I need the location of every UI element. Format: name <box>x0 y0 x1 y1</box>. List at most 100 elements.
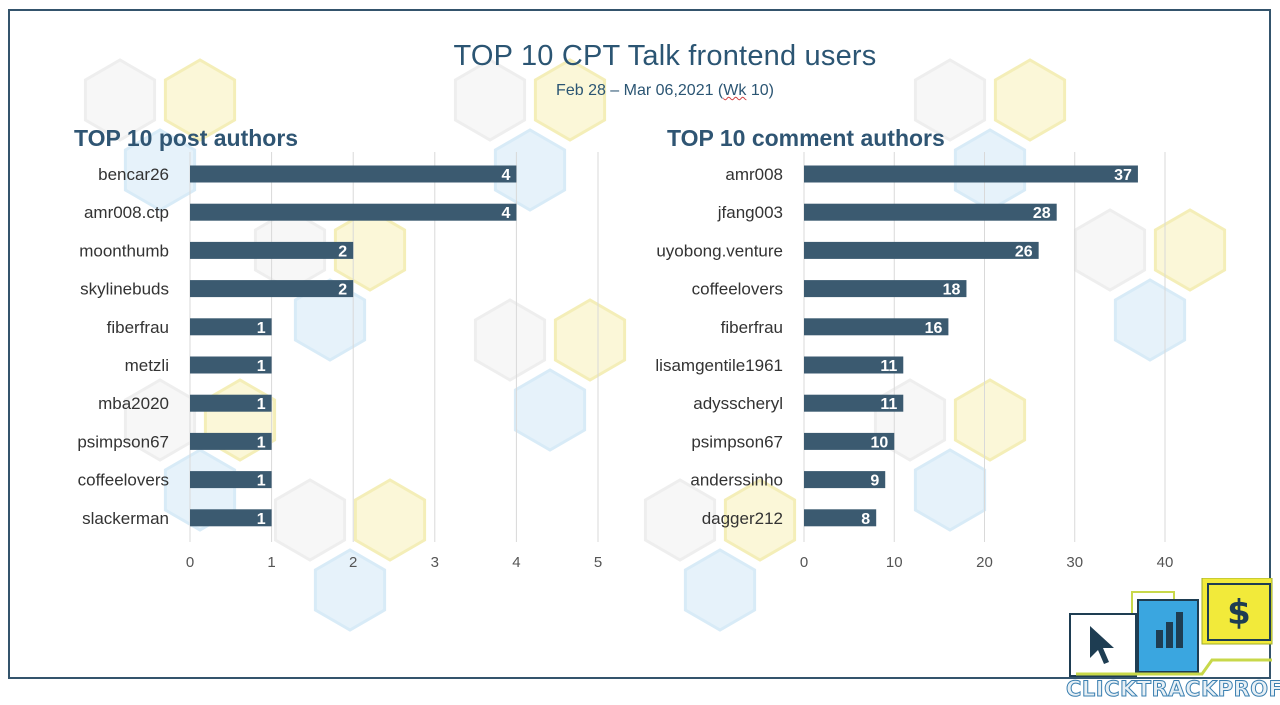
watermark-hexagon <box>353 478 427 562</box>
data-label: 9 <box>870 473 879 490</box>
data-label: 4 <box>501 167 510 184</box>
bar-chart-icon <box>1156 612 1183 648</box>
category-label: lisamgentile1961 <box>655 356 783 375</box>
bar <box>804 203 1057 221</box>
data-label: 18 <box>943 282 961 299</box>
x-tick-label: 2 <box>349 554 357 571</box>
watermark-hexagon <box>1153 208 1227 292</box>
category-label: fiberfrau <box>107 318 169 337</box>
bar <box>190 165 517 183</box>
subtitle-week: Wk <box>723 82 747 99</box>
data-label: 1 <box>257 320 266 337</box>
category-label: fiberfrau <box>721 318 783 337</box>
watermark-hexagon <box>723 478 797 562</box>
data-label: 1 <box>257 358 266 375</box>
watermark-hexagon <box>553 298 627 382</box>
watermark-hexagon <box>493 128 567 212</box>
bar <box>190 471 272 489</box>
clicktrackprofit-logo: $ <box>1069 578 1273 677</box>
bar <box>190 241 354 259</box>
x-tick-label: 1 <box>267 554 275 571</box>
data-label: 1 <box>257 434 266 451</box>
watermark-hexagon <box>83 58 157 142</box>
data-label: 4 <box>501 205 510 222</box>
bar <box>804 509 877 527</box>
watermark-hexagon <box>473 298 547 382</box>
data-label: 1 <box>257 396 266 413</box>
bar <box>190 432 272 450</box>
category-label: coffeelovers <box>78 471 169 490</box>
category-label: uyobong.venture <box>656 241 783 260</box>
bar <box>804 165 1138 183</box>
category-label: psimpson67 <box>691 432 783 451</box>
page-subtitle: Feb 28 – Mar 06,2021 (Wk 10) <box>0 82 1280 100</box>
watermark-hexagon <box>453 58 527 142</box>
bar <box>804 241 1039 259</box>
post-authors-bar-chart: 0 1 2 3 4 5 bencar26 4 amr008.ctp 4 moonthumb 2 skyl… <box>77 152 602 571</box>
category-label: metzli <box>125 356 169 375</box>
x-tick-label: 40 <box>1157 554 1174 571</box>
bar <box>190 394 272 412</box>
bar <box>804 432 895 450</box>
x-tick-label: 30 <box>1066 554 1083 571</box>
category-label: skylinebuds <box>80 280 169 299</box>
watermark-hexagon <box>273 478 347 562</box>
logo-wordmark: CLICKTRACKPROFIT <box>1066 677 1280 702</box>
data-label: 16 <box>925 320 943 337</box>
data-label: 1 <box>257 511 266 528</box>
bar <box>190 203 517 221</box>
bar <box>190 318 272 336</box>
watermark-hexagon <box>913 58 987 142</box>
data-label: 26 <box>1015 243 1033 260</box>
page-title: TOP 10 CPT Talk frontend users <box>453 40 877 72</box>
data-label: 1 <box>257 473 266 490</box>
comment-authors-chart-title: TOP 10 comment authors <box>667 125 945 151</box>
category-label: amr008 <box>725 165 783 184</box>
watermark-hexagon <box>683 548 757 632</box>
category-label: psimpson67 <box>77 432 169 451</box>
category-label: adysscheryl <box>693 394 783 413</box>
watermark-hexagon <box>533 58 607 142</box>
category-label: dagger212 <box>702 509 783 528</box>
category-label: slackerman <box>82 509 169 528</box>
bar <box>190 280 354 298</box>
x-tick-label: 10 <box>886 554 903 571</box>
data-label: 11 <box>880 396 897 413</box>
watermark-hexagon <box>313 548 387 632</box>
category-label: amr008.ctp <box>84 203 169 222</box>
data-label: 11 <box>880 358 897 375</box>
data-label: 10 <box>870 434 888 451</box>
watermark-hexagon <box>293 278 367 362</box>
data-label: 37 <box>1114 167 1132 184</box>
data-label: 2 <box>338 243 347 260</box>
post-authors-chart-title: TOP 10 post authors <box>74 125 299 151</box>
bar <box>804 394 904 412</box>
svg-text:$: $ <box>1227 593 1251 633</box>
data-label: 2 <box>338 282 347 299</box>
watermark-hexagon <box>643 478 717 562</box>
data-label: 28 <box>1033 205 1051 222</box>
comment-authors-bar-chart: 0 10 20 30 40 amr008 37 jfang003 28 uyobong.ventu… <box>655 152 1174 571</box>
watermark-hexagon <box>993 58 1067 142</box>
watermark-hexagon <box>123 128 197 212</box>
x-tick-label: 3 <box>431 554 439 571</box>
bar <box>804 318 949 336</box>
bar <box>804 280 967 298</box>
subtitle-dates: Feb 28 – Mar 06,2021 ( <box>556 82 724 99</box>
cursor-icon <box>1090 626 1114 664</box>
bar <box>804 471 886 489</box>
watermark-hexagon <box>1113 278 1187 362</box>
category-label: coffeelovers <box>692 280 783 299</box>
x-tick-label: 5 <box>594 554 602 571</box>
bar <box>804 356 904 374</box>
subtitle-week-number: 10) <box>746 82 774 99</box>
dollar-icon: $ <box>1227 593 1251 633</box>
x-tick-label: 0 <box>800 554 808 571</box>
watermark-hexagon <box>953 378 1027 462</box>
category-label: bencar26 <box>98 165 169 184</box>
category-label: moonthumb <box>79 241 169 260</box>
watermark-hexagon <box>163 58 237 142</box>
x-tick-label: 20 <box>976 554 993 571</box>
category-label: anderssinho <box>690 471 783 490</box>
